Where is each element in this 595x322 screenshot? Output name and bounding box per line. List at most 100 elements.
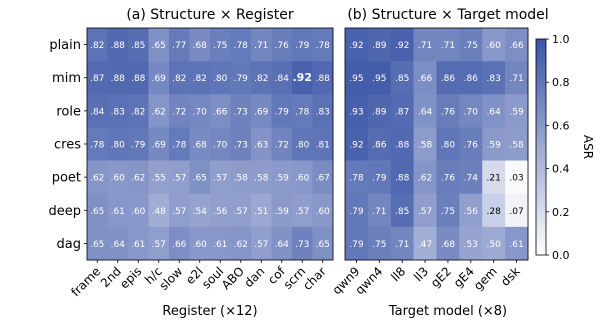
heatmap-cell: [367, 127, 392, 161]
heatmap-cell: [312, 127, 334, 161]
cell-value-label: .57: [213, 174, 227, 184]
heatmap-cell: [128, 61, 149, 95]
heatmap-cell: [271, 226, 293, 261]
panel-a-column-labels: frame2ndepish/cslowe2lsoulABOdancofscrnc…: [68, 260, 329, 299]
cell-value-label: .85: [395, 74, 409, 84]
heatmap-cell: [312, 28, 334, 62]
cell-value-label: .79: [349, 207, 364, 217]
cell-value-label: .75: [441, 207, 455, 217]
heatmap-cell: [148, 226, 170, 261]
panel-b-frame: [344, 27, 529, 261]
cell-value-label: .89: [372, 107, 387, 117]
heatmap-panel-target-model: (b) Structure × Target model Target mode…: [330, 7, 549, 319]
cell-value-label: .55: [152, 174, 166, 184]
panel-a-row-labels: plain mim role cres poet deep dag: [49, 38, 87, 252]
cell-value-label: .84: [275, 74, 290, 84]
heatmap-cell: [169, 127, 190, 161]
heatmap-cell: [482, 160, 506, 195]
cell-value-label: .79: [372, 174, 387, 184]
heatmap-cell: [367, 193, 392, 228]
heatmap-cell: [148, 160, 170, 195]
heatmap-cell: [128, 127, 149, 161]
heatmap-cell: [251, 94, 272, 128]
x-tick-label: char: [300, 264, 329, 293]
heatmap-cell: [251, 160, 272, 195]
cell-value-label: .62: [131, 174, 145, 184]
heatmap-cell: [271, 193, 293, 228]
heatmap-cell: [482, 28, 506, 62]
cell-value-label: .65: [193, 174, 207, 184]
heatmap-cell: [390, 226, 414, 261]
cell-value-label: .64: [418, 107, 433, 117]
heatmap-cell: [413, 160, 437, 195]
heatmap-cell: [87, 226, 108, 261]
cell-value-label: .64: [487, 107, 502, 117]
cell-value-label: .86: [372, 141, 387, 151]
cell-value-label: .58: [509, 141, 524, 151]
heatmap-cell: [210, 61, 231, 95]
heatmap-cell: [390, 28, 414, 62]
heatmap-cell: [413, 226, 437, 261]
cell-value-label: .92: [293, 71, 313, 84]
cell-value-label: .84: [90, 107, 105, 117]
heatmap-cell: [128, 160, 149, 195]
heatmap-cell: [230, 127, 252, 161]
cell-value-label: .83: [316, 107, 330, 117]
cell-value-label: .28: [487, 207, 502, 217]
cell-value-label: .57: [172, 207, 186, 217]
cell-value-label: .58: [234, 174, 249, 184]
heatmap-cell: [459, 226, 483, 261]
cell-value-label: .64: [275, 240, 290, 250]
cell-value-label: .54: [193, 207, 208, 217]
cell-value-label: .71: [441, 41, 455, 51]
heatmap-cell: [505, 226, 529, 261]
cell-value-label: .80: [213, 74, 228, 84]
heatmap-cell: [128, 226, 149, 261]
heatmap-cell: [436, 94, 460, 128]
heatmap-cell: [230, 226, 252, 261]
cell-value-label: .78: [172, 141, 187, 151]
heatmap-cell: [210, 226, 231, 261]
y-tick-label: deep: [49, 204, 82, 219]
heatmap-cell: [459, 94, 483, 128]
cell-value-label: .65: [316, 240, 330, 250]
cell-value-label: .76: [441, 174, 456, 184]
heatmap-cell: [189, 127, 211, 161]
heatmap-cell: [189, 28, 211, 62]
cell-value-label: .87: [90, 74, 104, 84]
cell-value-label: .95: [349, 74, 363, 84]
cell-value-label: .85: [131, 41, 145, 51]
heatmap-cell: [251, 226, 272, 261]
cell-value-label: .89: [372, 41, 387, 51]
cell-value-label: .77: [172, 41, 186, 51]
cell-value-label: .79: [234, 74, 249, 84]
cell-value-label: .65: [90, 240, 104, 250]
cell-value-label: .57: [295, 207, 309, 217]
cell-value-label: .70: [464, 107, 479, 117]
heatmap-cell: [436, 193, 460, 228]
cell-value-label: .86: [441, 74, 456, 84]
cell-value-label: .47: [418, 240, 432, 250]
heatmap-cell: [345, 160, 369, 195]
heatmap-cell: [505, 94, 529, 128]
heatmap-cell: [482, 127, 506, 161]
heatmap-cell: [459, 127, 483, 161]
cell-value-label: .73: [295, 240, 309, 250]
x-tick-label: epis: [117, 264, 144, 291]
x-tick-label: gem: [471, 264, 500, 293]
heatmap-cell: [292, 226, 313, 261]
heatmap-cell: [189, 160, 211, 195]
heatmap-cell: [345, 28, 369, 62]
panel-b-title: (b) Structure × Target model: [347, 7, 548, 23]
heatmap-cell: [87, 193, 108, 228]
heatmap-cell: [128, 28, 149, 62]
cell-value-label: .60: [131, 207, 146, 217]
cell-value-label: .71: [254, 41, 268, 51]
cell-value-label: .03: [509, 174, 523, 184]
cell-value-label: .61: [131, 240, 145, 250]
heatmap-cell: [482, 193, 506, 228]
cell-value-label: .48: [152, 207, 167, 217]
heatmap-cell: [292, 28, 313, 62]
heatmap-cell: [312, 193, 334, 228]
